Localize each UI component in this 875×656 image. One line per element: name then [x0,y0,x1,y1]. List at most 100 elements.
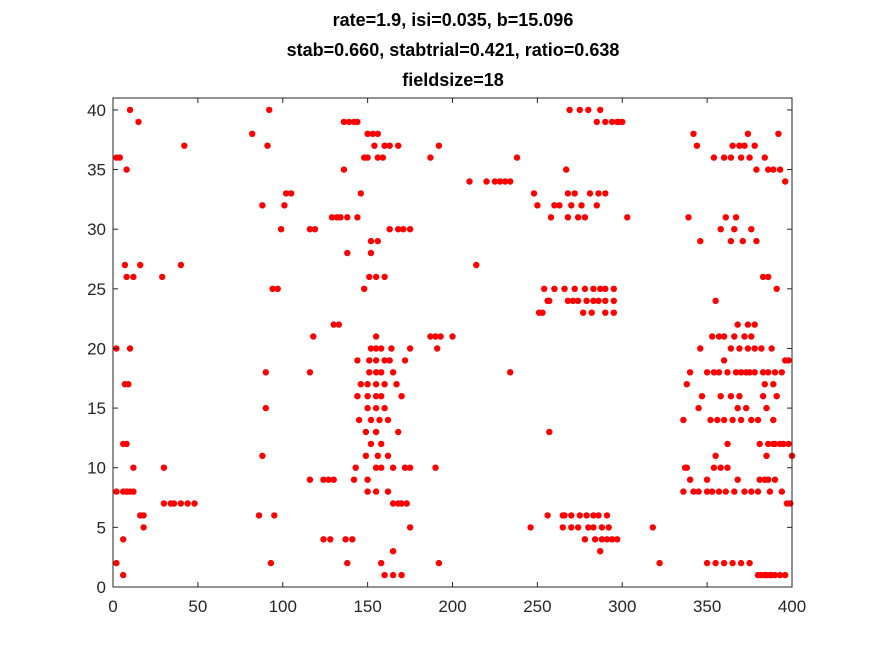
data-point [710,369,718,376]
x-tick-label: 250 [523,597,551,616]
data-point [712,297,719,304]
data-point [697,345,704,352]
y-tick-label: 20 [87,339,106,358]
data-point [362,452,370,459]
data-point [130,273,137,281]
data-point [395,142,402,149]
data-point [686,476,694,483]
data-point [649,524,656,531]
data-point [364,130,371,137]
data-point [734,321,741,328]
data-point [381,381,388,388]
data-point [720,333,728,340]
data-point [703,476,711,483]
data-point [191,500,198,507]
data-point [712,559,719,567]
data-point [765,273,772,281]
data-point [437,333,444,340]
data-point [590,297,597,304]
data-point [574,297,582,304]
data-point [698,393,706,400]
data-point [590,512,597,519]
data-point [378,440,385,448]
data-point [571,285,578,292]
data-point [727,345,735,352]
data-point [680,488,687,495]
data-point [780,440,787,448]
data-point [281,202,288,209]
data-point [271,512,278,519]
data-point [605,524,612,531]
data-point [765,476,772,483]
data-point [364,154,371,161]
data-point [367,345,375,352]
data-point [496,178,504,185]
y-tick-label: 35 [87,161,106,180]
data-point [137,261,144,269]
data-point [776,166,784,173]
data-point [449,333,456,340]
x-tick-label: 50 [188,597,207,616]
data-point [406,524,414,531]
data-point [530,190,538,197]
data-point [785,440,792,448]
data-point [135,118,142,126]
data-point [561,512,568,519]
data-point [610,285,617,292]
data-point [564,190,572,197]
data-point [771,476,779,483]
data-point [737,369,745,376]
data-point [389,571,397,579]
data-point [328,214,336,221]
data-point [126,345,134,352]
data-point [729,416,736,424]
data-point [595,297,602,304]
data-point [344,214,351,221]
data-point [501,178,509,185]
data-point [556,202,563,209]
data-point [576,106,583,114]
data-point [364,381,371,388]
data-point [566,106,573,114]
data-point [374,452,381,459]
data-point [602,309,609,316]
data-point [372,464,380,471]
data-point [384,488,392,495]
x-tick-label: 100 [269,597,297,616]
data-point [727,393,735,400]
x-tick-label: 400 [778,597,806,616]
data-point [432,333,439,340]
data-point [389,464,397,471]
data-point [602,190,609,197]
data-point [619,118,626,126]
data-point [610,309,617,316]
data-point [544,512,551,519]
data-point [744,321,752,328]
data-point [709,333,716,340]
data-point [576,512,583,519]
data-point [406,345,414,352]
data-point [707,416,714,424]
y-tick-label: 10 [87,459,106,478]
data-point [715,369,723,376]
data-point [748,488,755,495]
data-point [378,464,385,471]
data-point [349,536,356,543]
data-point [727,237,735,245]
data-point [741,142,748,149]
data-point [406,464,414,471]
data-point [748,333,755,340]
data-point [340,166,348,173]
data-point [773,393,780,400]
data-point [771,571,779,579]
data-point [381,273,388,281]
data-point [362,428,370,436]
data-point [720,154,728,161]
data-point [366,357,373,364]
data-point [580,309,587,316]
data-point [720,416,728,424]
data-point [564,214,572,221]
data-point [427,154,434,161]
data-point [608,118,616,126]
data-point [603,536,611,543]
